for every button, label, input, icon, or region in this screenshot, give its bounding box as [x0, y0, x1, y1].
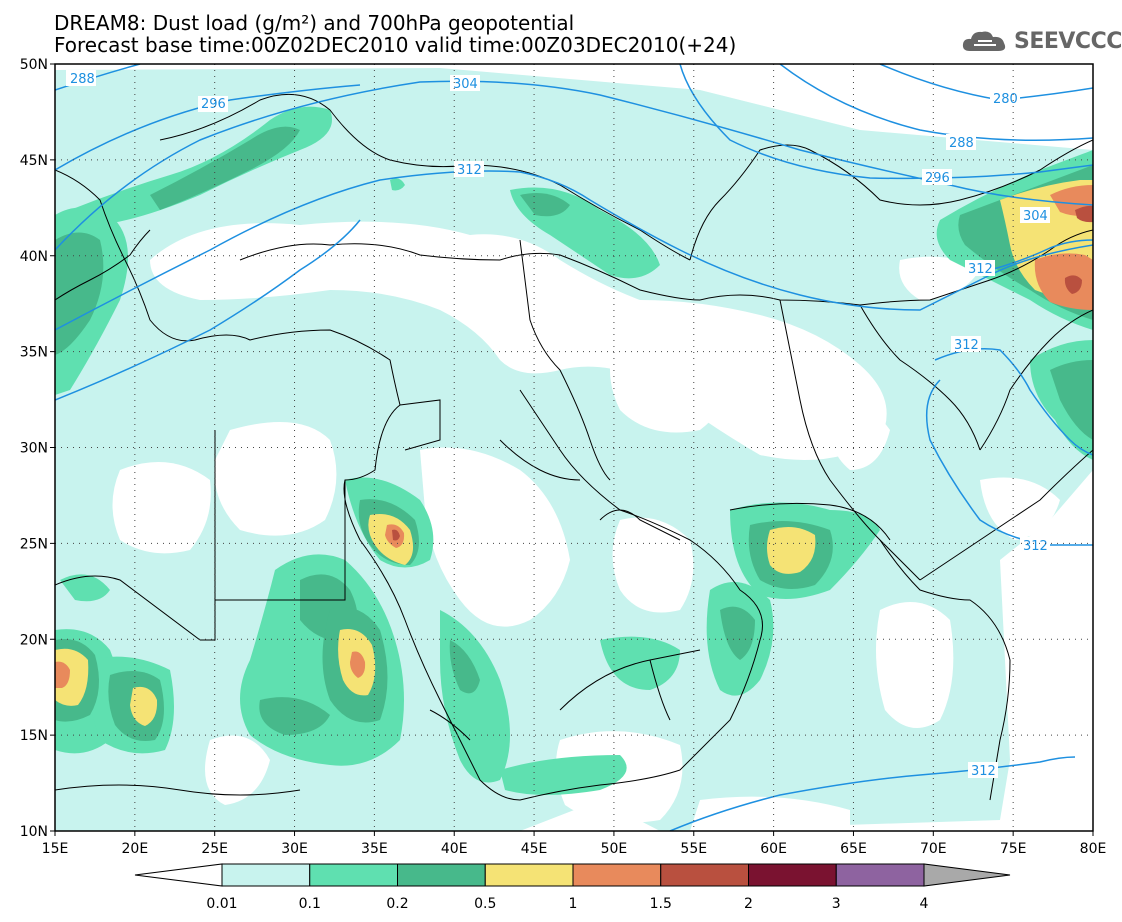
lon-tick-label: 30E	[281, 841, 308, 857]
colorbar-under-triangle	[134, 863, 223, 887]
cloud-icon	[962, 31, 1006, 51]
contour-label: 288	[70, 72, 95, 87]
colorbar-level-label: 2	[744, 896, 753, 912]
colorbar-swatch	[835, 863, 925, 887]
lat-tick-label: 50N	[20, 57, 48, 73]
lon-tick-label: 20E	[122, 841, 149, 857]
lat-tick-label: 35N	[20, 345, 48, 361]
lon-tick-label: 65E	[840, 841, 867, 857]
colorbar-level-label: 1.5	[650, 896, 672, 912]
country-borders	[55, 93, 1093, 801]
map-title: DREAM8: Dust load (g/m²) and 700hPa geop…	[54, 11, 575, 35]
contour-label: 312	[457, 163, 482, 178]
contour-labels: 288 296 304 312 280 288 296 304 312 312 …	[66, 70, 1050, 779]
colorbar-over-triangle	[923, 863, 1011, 887]
contour-label: 296	[201, 97, 226, 112]
contour-label: 296	[925, 171, 950, 186]
lon-tick-label: 45E	[521, 841, 548, 857]
lon-tick-label: 40E	[441, 841, 468, 857]
colorbar-swatch	[572, 863, 662, 887]
contour-label: 312	[968, 262, 993, 277]
lon-tick-label: 80E	[1080, 841, 1107, 857]
colorbar-level-label: 0.01	[206, 896, 237, 912]
colorbar-swatch	[221, 863, 311, 887]
lat-tick-label: 30N	[20, 441, 48, 457]
lon-tick-label: 35E	[361, 841, 388, 857]
colorbar-level-label: 0.1	[299, 896, 321, 912]
colorbar: 0.01 0.1 0.2 0.5 1 1.5 2 3 4	[134, 863, 1011, 912]
colorbar-swatch	[484, 863, 574, 887]
lat-tick-label: 15N	[20, 728, 48, 744]
colorbar-level-label: 0.2	[386, 896, 408, 912]
contour-label: 312	[971, 764, 996, 779]
lon-tick-label: 60E	[760, 841, 787, 857]
geopotential-contours	[55, 64, 1093, 831]
lon-tick-label: 55E	[680, 841, 707, 857]
logo-text: SEEVCCC	[1014, 28, 1122, 54]
lon-tick-label: 25E	[201, 841, 228, 857]
colorbar-level-label: 0.5	[474, 896, 496, 912]
contour-label: 304	[453, 77, 478, 92]
contour-label: 312	[1023, 539, 1048, 554]
graticule	[55, 64, 1093, 831]
colorbar-swatch	[309, 863, 398, 887]
colorbar-swatch	[748, 863, 837, 887]
contour-label: 280	[993, 92, 1018, 107]
forecast-time-subtitle: Forecast base time:00Z02DEC2010 valid ti…	[54, 33, 737, 57]
contour-label: 288	[949, 136, 974, 151]
lat-tick-label: 40N	[20, 249, 48, 265]
contour-label: 304	[1023, 209, 1048, 224]
colorbar-swatch	[397, 863, 486, 887]
lon-tick-label: 50E	[601, 841, 628, 857]
colorbar-level-label: 1	[569, 896, 578, 912]
lon-tick-label: 70E	[920, 841, 947, 857]
lat-tick-label: 45N	[20, 153, 48, 169]
lon-tick-label: 75E	[1000, 841, 1027, 857]
colorbar-level-label: 4	[920, 896, 929, 912]
colorbar-swatch	[660, 863, 749, 887]
lat-tick-label: 10N	[20, 824, 48, 840]
lat-tick-label: 20N	[20, 632, 48, 648]
lat-tick-label: 25N	[20, 536, 48, 552]
contour-label: 312	[954, 338, 979, 353]
seevccc-logo: SEEVCCC	[960, 26, 1122, 56]
colorbar-level-label: 3	[832, 896, 841, 912]
lon-tick-label: 15E	[42, 841, 69, 857]
map-axes: 15E 20E 25E 30E 35E 40E 45E 50E 55E 60E 65E 70E 75E 8…	[20, 57, 1107, 857]
